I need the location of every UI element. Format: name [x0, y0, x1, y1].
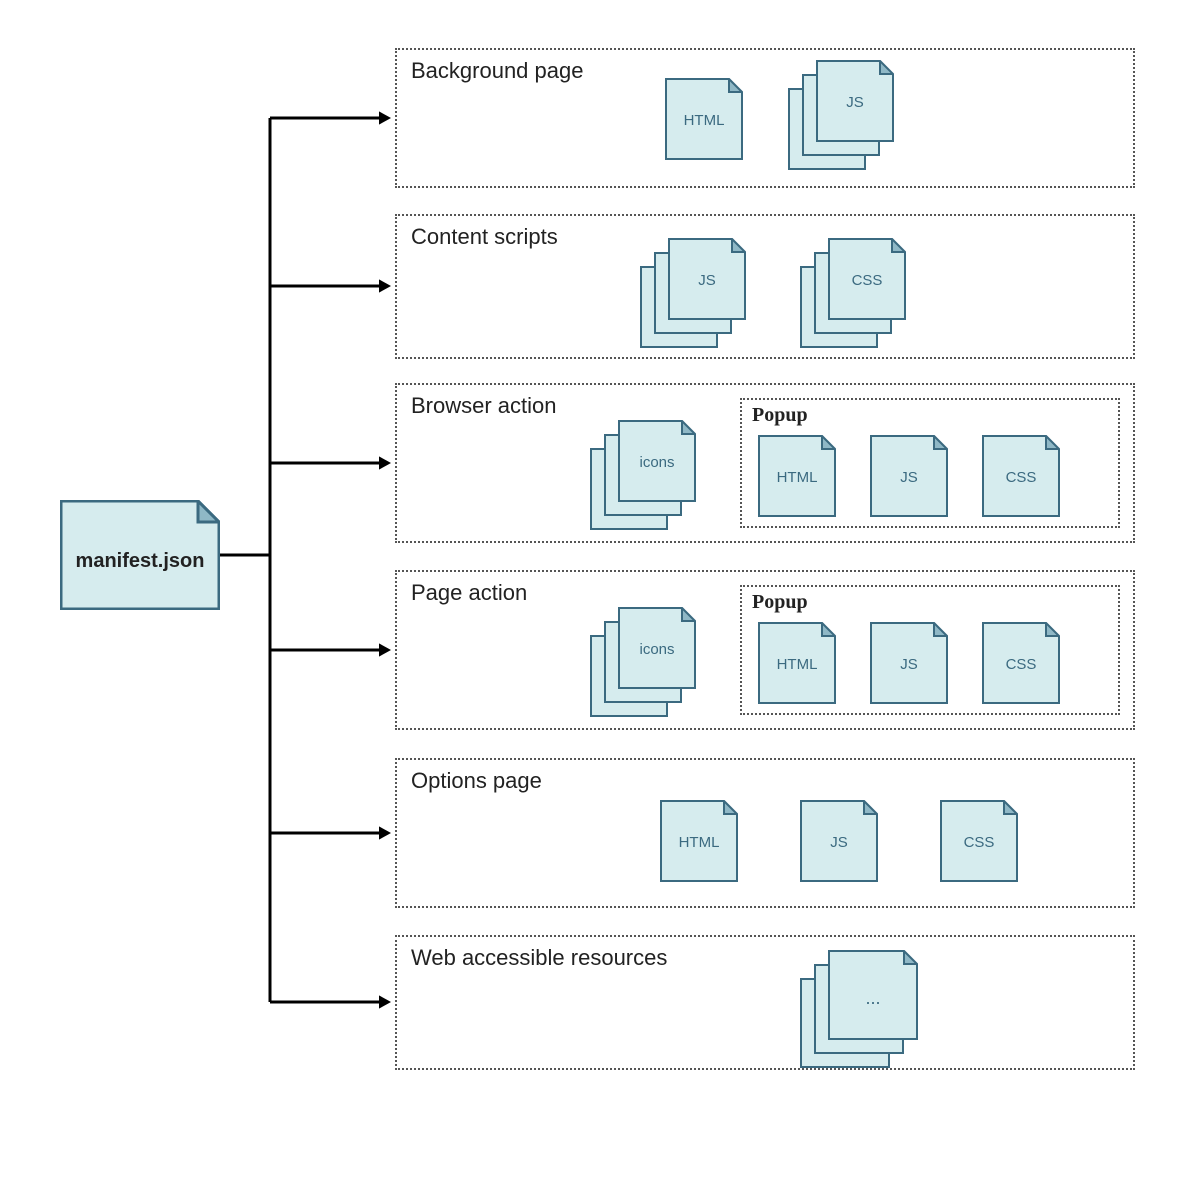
popup-title: Popup	[752, 591, 808, 614]
section-title: Browser action	[411, 393, 557, 419]
file-icon: CSS	[982, 622, 1060, 704]
manifest-file-icon: manifest.json	[60, 500, 220, 615]
manifest-file-label: manifest.json	[60, 550, 220, 573]
file-label: JS	[870, 469, 948, 486]
file-label: HTML	[758, 656, 836, 673]
section-background: Background page	[395, 48, 1135, 188]
section-content: Content scripts	[395, 214, 1135, 359]
file-stack-icon: JS	[640, 238, 746, 348]
file-label: CSS	[828, 272, 906, 289]
file-label: HTML	[665, 112, 743, 129]
file-label: icons	[618, 454, 696, 471]
file-label: JS	[800, 834, 878, 851]
file-label: CSS	[940, 834, 1018, 851]
file-stack-icon: icons	[590, 607, 696, 717]
file-label: ...	[828, 988, 918, 1009]
file-label: CSS	[982, 656, 1060, 673]
file-stack-icon: JS	[788, 60, 894, 170]
file-icon: CSS	[940, 800, 1018, 882]
file-icon: JS	[870, 435, 948, 517]
file-label: HTML	[660, 834, 738, 851]
section-war: Web accessible resources	[395, 935, 1135, 1070]
file-icon: HTML	[758, 435, 836, 517]
diagram-canvas: manifest.json Background page HTML JS Cont…	[0, 0, 1200, 1200]
section-options: Options page	[395, 758, 1135, 908]
file-label: HTML	[758, 469, 836, 486]
file-icon: CSS	[982, 435, 1060, 517]
section-title: Web accessible resources	[411, 945, 667, 971]
file-stack-icon: CSS	[800, 238, 906, 348]
section-title: Options page	[411, 768, 542, 794]
file-label: CSS	[982, 469, 1060, 486]
popup-title: Popup	[752, 404, 808, 427]
file-label: JS	[870, 656, 948, 673]
file-stack-icon: icons	[590, 420, 696, 530]
section-title: Content scripts	[411, 224, 558, 250]
section-title: Page action	[411, 580, 527, 606]
file-icon: HTML	[660, 800, 738, 882]
file-icon: HTML	[665, 78, 743, 160]
file-label: JS	[668, 272, 746, 289]
file-icon: JS	[800, 800, 878, 882]
file-stack-icon: ...	[800, 950, 918, 1068]
file-icon: HTML	[758, 622, 836, 704]
file-icon: JS	[870, 622, 948, 704]
file-label: JS	[816, 94, 894, 111]
file-label: icons	[618, 641, 696, 658]
section-title: Background page	[411, 58, 583, 84]
